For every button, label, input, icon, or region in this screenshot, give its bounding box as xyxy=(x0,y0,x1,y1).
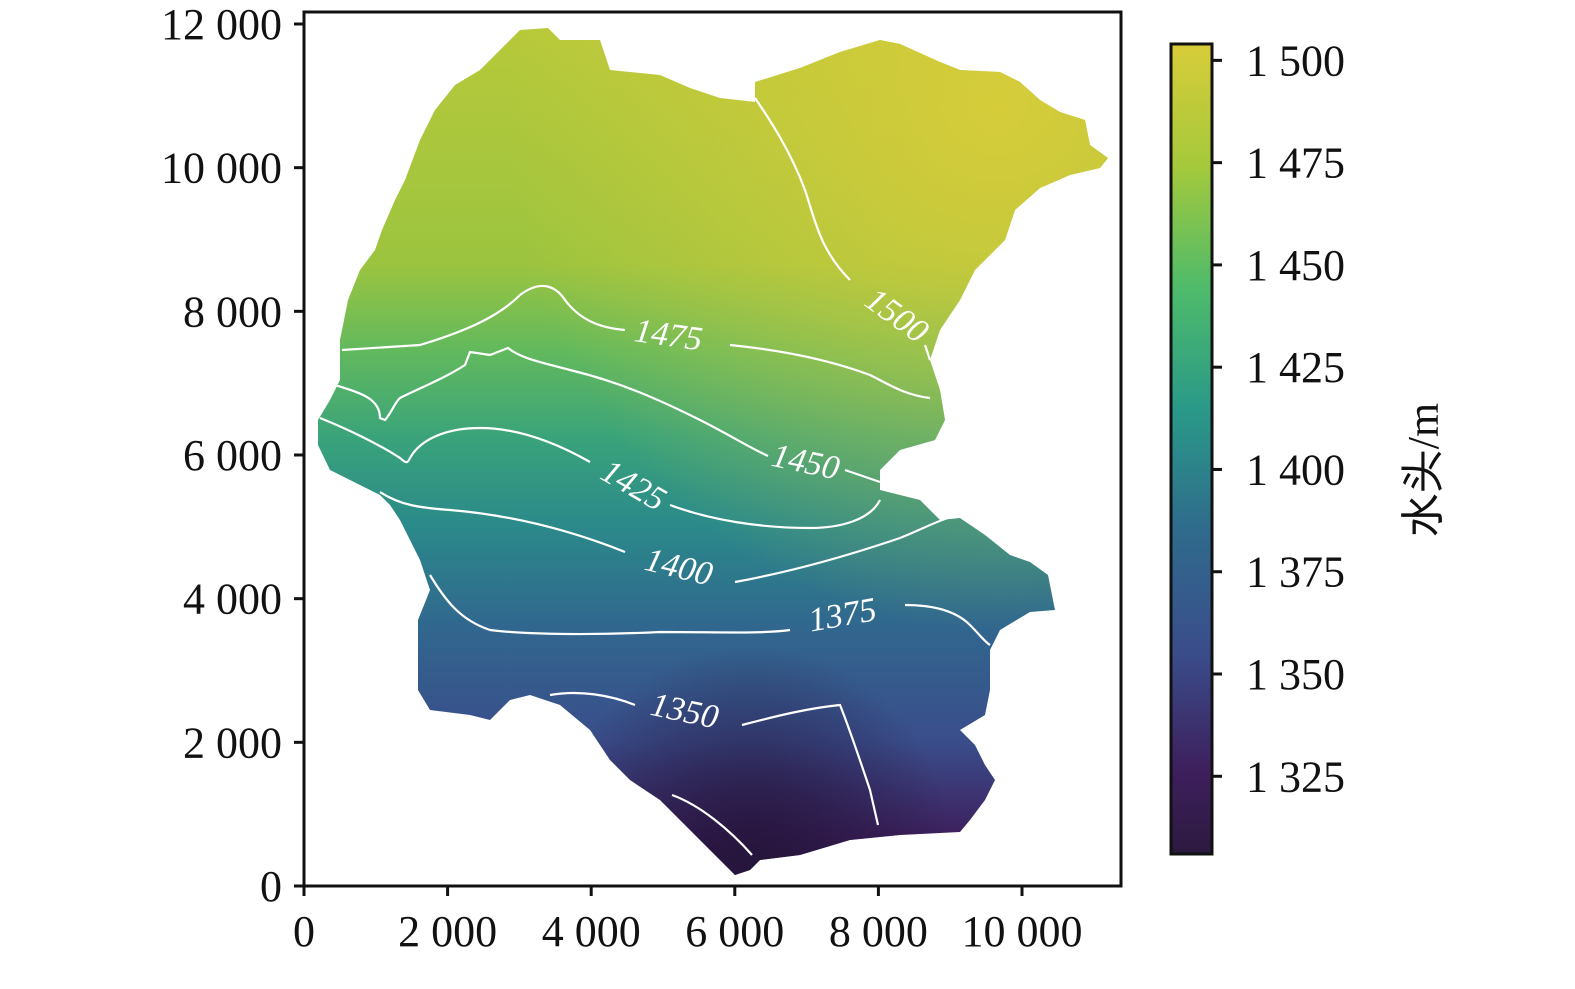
colorbar-tick-label: 1 325 xyxy=(1246,752,1345,801)
y-axis: 0 2 000 4 000 6 000 8 000 10 000 12 000 xyxy=(161,0,304,911)
contour-line-1500-b xyxy=(923,344,932,361)
colorbar-tick-label: 1 350 xyxy=(1246,650,1345,699)
x-tick-label: 2 000 xyxy=(398,907,497,956)
contour-line-1425 xyxy=(319,416,591,464)
x-axis: 0 2 000 4 000 6 000 8 000 10 000 xyxy=(293,886,1083,956)
contour-line-1400 xyxy=(379,491,626,554)
y-tick-label: 4 000 xyxy=(183,575,282,624)
contour-line-1350-b xyxy=(741,703,880,826)
y-tick-label: 6 000 xyxy=(183,431,282,480)
colorbar-tick-label: 1 500 xyxy=(1246,36,1345,85)
contour-line-1475 xyxy=(341,284,626,352)
contour-lines xyxy=(319,97,991,856)
contour-line-1500 xyxy=(754,97,851,281)
colorbar-gradient xyxy=(1169,42,1214,856)
colorbar-tick-label: 1 400 xyxy=(1246,445,1345,494)
colorbar-label: 水头/m xyxy=(1399,403,1448,537)
colorbar-ticks: 1 325 1 350 1 375 1 400 1 425 1 450 1 475 1 500 xyxy=(1212,36,1345,801)
y-tick-label: 10 000 xyxy=(161,144,282,193)
contour-line-1475-b xyxy=(729,343,931,400)
colorbar-tick-label: 1 475 xyxy=(1246,139,1345,188)
contour-line-1375-b xyxy=(904,603,991,646)
y-tick-label: 2 000 xyxy=(183,718,282,767)
colorbar: 1 325 1 350 1 375 1 400 1 425 1 450 1 475 1 500… xyxy=(1169,36,1448,856)
x-tick-label: 6 000 xyxy=(685,907,784,956)
x-tick-label: 0 xyxy=(293,907,315,956)
contour-line-1400-b xyxy=(734,516,949,584)
y-tick-label: 12 000 xyxy=(161,0,282,49)
colorbar-tick-label: 1 450 xyxy=(1246,241,1345,290)
colorbar-tick-label: 1 375 xyxy=(1246,548,1345,597)
colorbar-tick-label: 1 425 xyxy=(1246,343,1345,392)
y-tick-label: 8 000 xyxy=(183,287,282,336)
x-tick-label: 10 000 xyxy=(962,907,1083,956)
y-tick-label: 0 xyxy=(260,862,282,911)
x-tick-label: 4 000 xyxy=(542,907,641,956)
contour-line-1450 xyxy=(334,346,769,458)
contour-line-1350 xyxy=(549,691,636,707)
contour-line-1450-b xyxy=(844,468,881,484)
contour-line-1325 xyxy=(671,793,753,856)
x-tick-label: 8 000 xyxy=(829,907,928,956)
contour-line-1425-b xyxy=(669,499,881,530)
contour-line-1375 xyxy=(429,574,791,636)
